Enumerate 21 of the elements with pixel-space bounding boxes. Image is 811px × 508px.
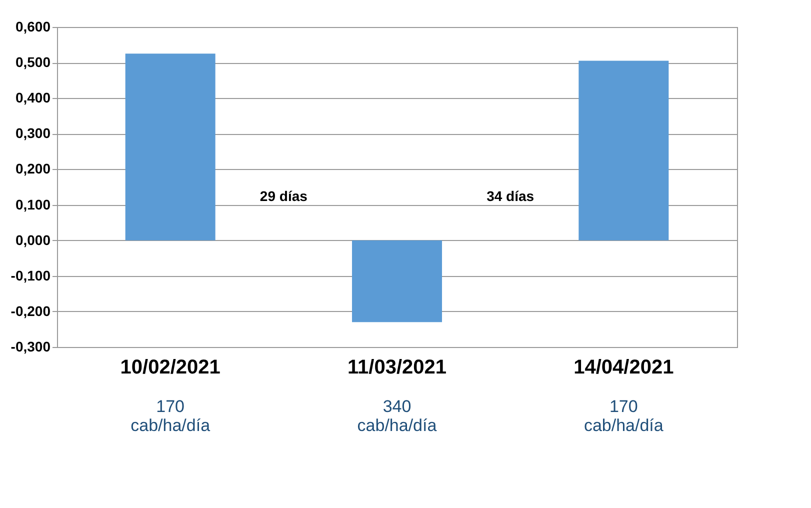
y-tick-label: 0,300	[15, 125, 51, 142]
y-tick-label: 0,600	[15, 18, 51, 34]
y-tick-label: -0,100	[10, 267, 51, 284]
text: 170 cab/ha/día	[584, 397, 664, 435]
y-tick-label: 0,000	[15, 232, 51, 248]
x-tick-label: 10/02/2021	[120, 356, 220, 378]
y-tick-label: 0,100	[15, 196, 51, 212]
bar	[352, 240, 442, 322]
y-tick-label: -0,300	[10, 338, 51, 354]
y-tick-label: 0,200	[15, 160, 51, 177]
annotation: 29 días	[260, 188, 308, 204]
bar	[125, 54, 216, 240]
y-tick-label: 0,500	[15, 54, 51, 70]
x-tick-label: 14/04/2021	[574, 356, 674, 378]
x-tick-label: 11/03/2021	[348, 356, 446, 378]
y-tick-label: -0,200	[10, 302, 51, 319]
annotation: 34 días	[486, 188, 534, 204]
y-tick-label: 0,400	[15, 90, 51, 106]
bar	[578, 60, 669, 240]
text: 340 cab/ha/día	[357, 397, 438, 435]
text: 170 cab/ha/día	[130, 397, 211, 435]
